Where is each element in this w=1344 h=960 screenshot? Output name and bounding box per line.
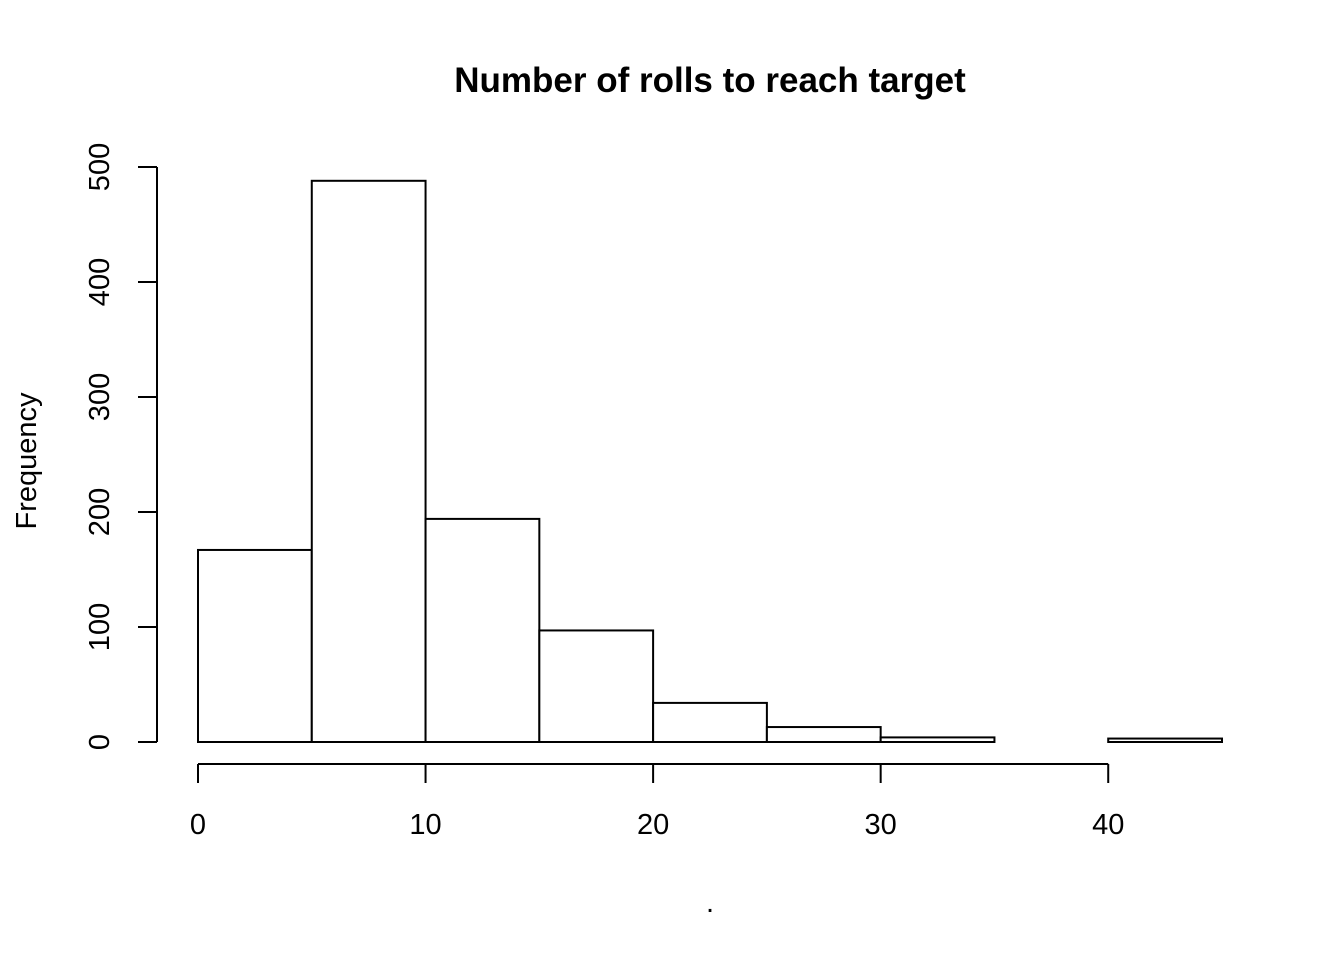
x-tick-label-10: 10 [409, 809, 441, 841]
histogram-bar-40-45 [1107, 737, 1223, 743]
histogram-bar-25-30 [765, 726, 882, 743]
x-axis-label: . [706, 887, 714, 919]
y-tick-label-500: 500 [84, 143, 116, 191]
x-axis: 0 10 20 30 40 [190, 763, 1124, 841]
x-tick-label-20: 20 [637, 809, 669, 841]
y-axis: 0 100 200 300 400 500 [84, 143, 158, 750]
y-tick-label-100: 100 [84, 603, 116, 651]
histogram-bar-10-15 [424, 517, 541, 744]
histogram-bar-30-35 [879, 736, 996, 744]
y-tick-label-200: 200 [84, 488, 116, 536]
histogram-bar-20-25 [652, 701, 768, 744]
x-tick-label-40: 40 [1092, 809, 1124, 841]
y-axis-label: Frequency [11, 392, 43, 530]
histogram-bar-15-20 [538, 629, 655, 744]
x-tick-label-30: 30 [865, 809, 897, 841]
chart-title: Number of rolls to reach target [454, 61, 966, 100]
y-tick-label-400: 400 [84, 258, 116, 306]
y-tick-label-300: 300 [84, 373, 116, 421]
bars-group [197, 179, 1223, 744]
y-tick-label-0: 0 [84, 734, 116, 750]
histogram-bar-5-10 [310, 179, 427, 744]
histogram-bar-0-5 [197, 548, 313, 744]
x-tick-label-0: 0 [190, 809, 206, 841]
